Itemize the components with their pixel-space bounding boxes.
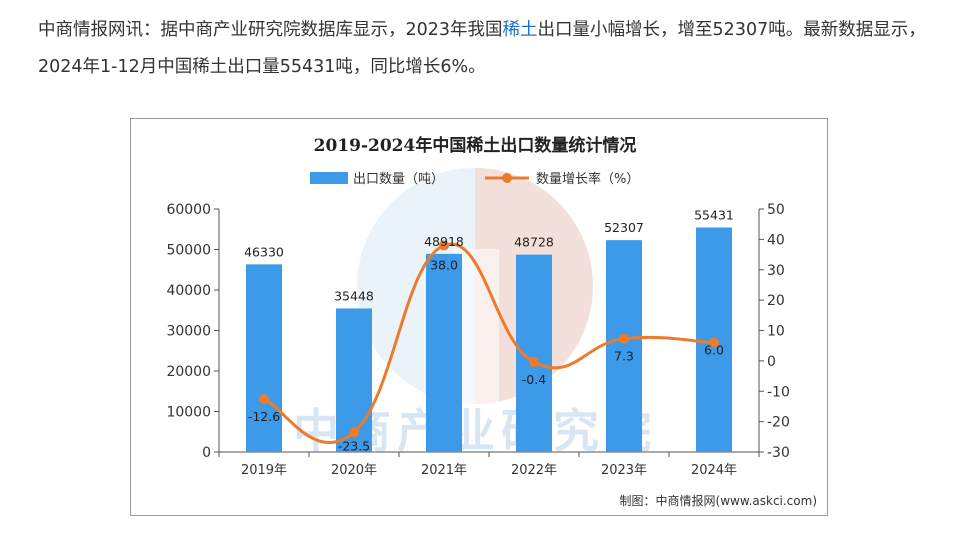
legend-line-marker [502,173,512,183]
chart-frame: 中商产业研究院 2019-2024年中国稀土出口数量统计情况 出口数量（吨） 数… [130,118,828,516]
growth-rate-point [349,427,359,438]
legend-bar-swatch [310,172,348,184]
article-text-after: 出口量小幅增长，增至52307吨。最新数据显示，2024年1-12月中国稀土出口… [38,20,926,77]
bar-value-label: 35448 [334,288,374,303]
article-paragraph: 中商情报网讯：据中商产业研究院数据库显示，2023年我国稀土出口量小幅增长，增至… [38,12,948,86]
bar [246,264,282,452]
x-axis-tick-label: 2023年 [601,463,647,478]
right-axis-tick-label: 40 [767,232,785,248]
growth-rate-label: 7.3 [614,349,634,364]
growth-rate-point [619,333,629,344]
x-axis-tick-label: 2024年 [691,463,737,478]
left-axis-tick-label: 20000 [166,364,211,380]
growth-rate-label: -23.5 [338,438,370,453]
bar-value-label: 48918 [424,234,464,249]
rare-earth-link[interactable]: 稀土 [502,20,538,40]
growth-rate-label: -12.6 [248,409,280,424]
growth-rate-label: 38.0 [430,257,458,272]
article-text-before: 中商情报网讯：据中商产业研究院数据库显示，2023年我国 [38,20,503,40]
left-axis-tick-label: 0 [202,445,211,461]
legend-line-label: 数量增长率（%） [536,171,639,187]
right-axis-tick-label: 10 [767,324,785,340]
x-axis-tick-label: 2020年 [331,463,377,478]
x-axis-tick-label: 2022年 [511,463,557,478]
growth-rate-point [259,394,269,405]
growth-rate-point [439,240,449,251]
legend-bar-label: 出口数量（吨） [353,172,444,187]
right-axis-tick-label: 0 [767,354,776,370]
left-axis-tick-label: 10000 [166,405,211,421]
legend: 出口数量（吨） 数量增长率（%） [310,171,639,187]
right-axis-tick-label: 20 [767,293,785,309]
left-axis-tick-label: 60000 [166,202,211,218]
left-axis-tick-label: 30000 [166,324,211,340]
bar-value-label: 48728 [514,235,554,250]
bar-value-label: 46330 [244,244,284,259]
bar-value-label: 55431 [694,208,734,223]
x-axis-tick-label: 2021年 [421,463,467,478]
source-note: 制图：中商情报网(www.askci.com) [620,493,817,508]
right-axis-tick-label: -10 [767,384,790,400]
bar-value-label: 52307 [604,220,644,235]
right-axis-tick-label: -30 [767,445,790,461]
bar [606,240,642,452]
x-axis-tick-label: 2019年 [241,463,287,478]
bar [426,253,462,452]
growth-rate-label: -0.4 [522,372,546,387]
export-chart: 中商产业研究院 2019-2024年中国稀土出口数量统计情况 出口数量（吨） 数… [166,135,817,508]
growth-rate-point [529,357,539,368]
growth-rate-point [709,337,719,348]
growth-rate-label: 6.0 [704,343,724,358]
chart-title: 2019-2024年中国稀土出口数量统计情况 [314,135,637,156]
right-axis-tick-label: 30 [767,263,785,279]
right-axis-tick-label: 50 [767,202,785,218]
left-axis-tick-label: 50000 [166,243,211,259]
left-axis-tick-label: 40000 [166,283,211,299]
right-axis-tick-label: -20 [767,415,790,431]
